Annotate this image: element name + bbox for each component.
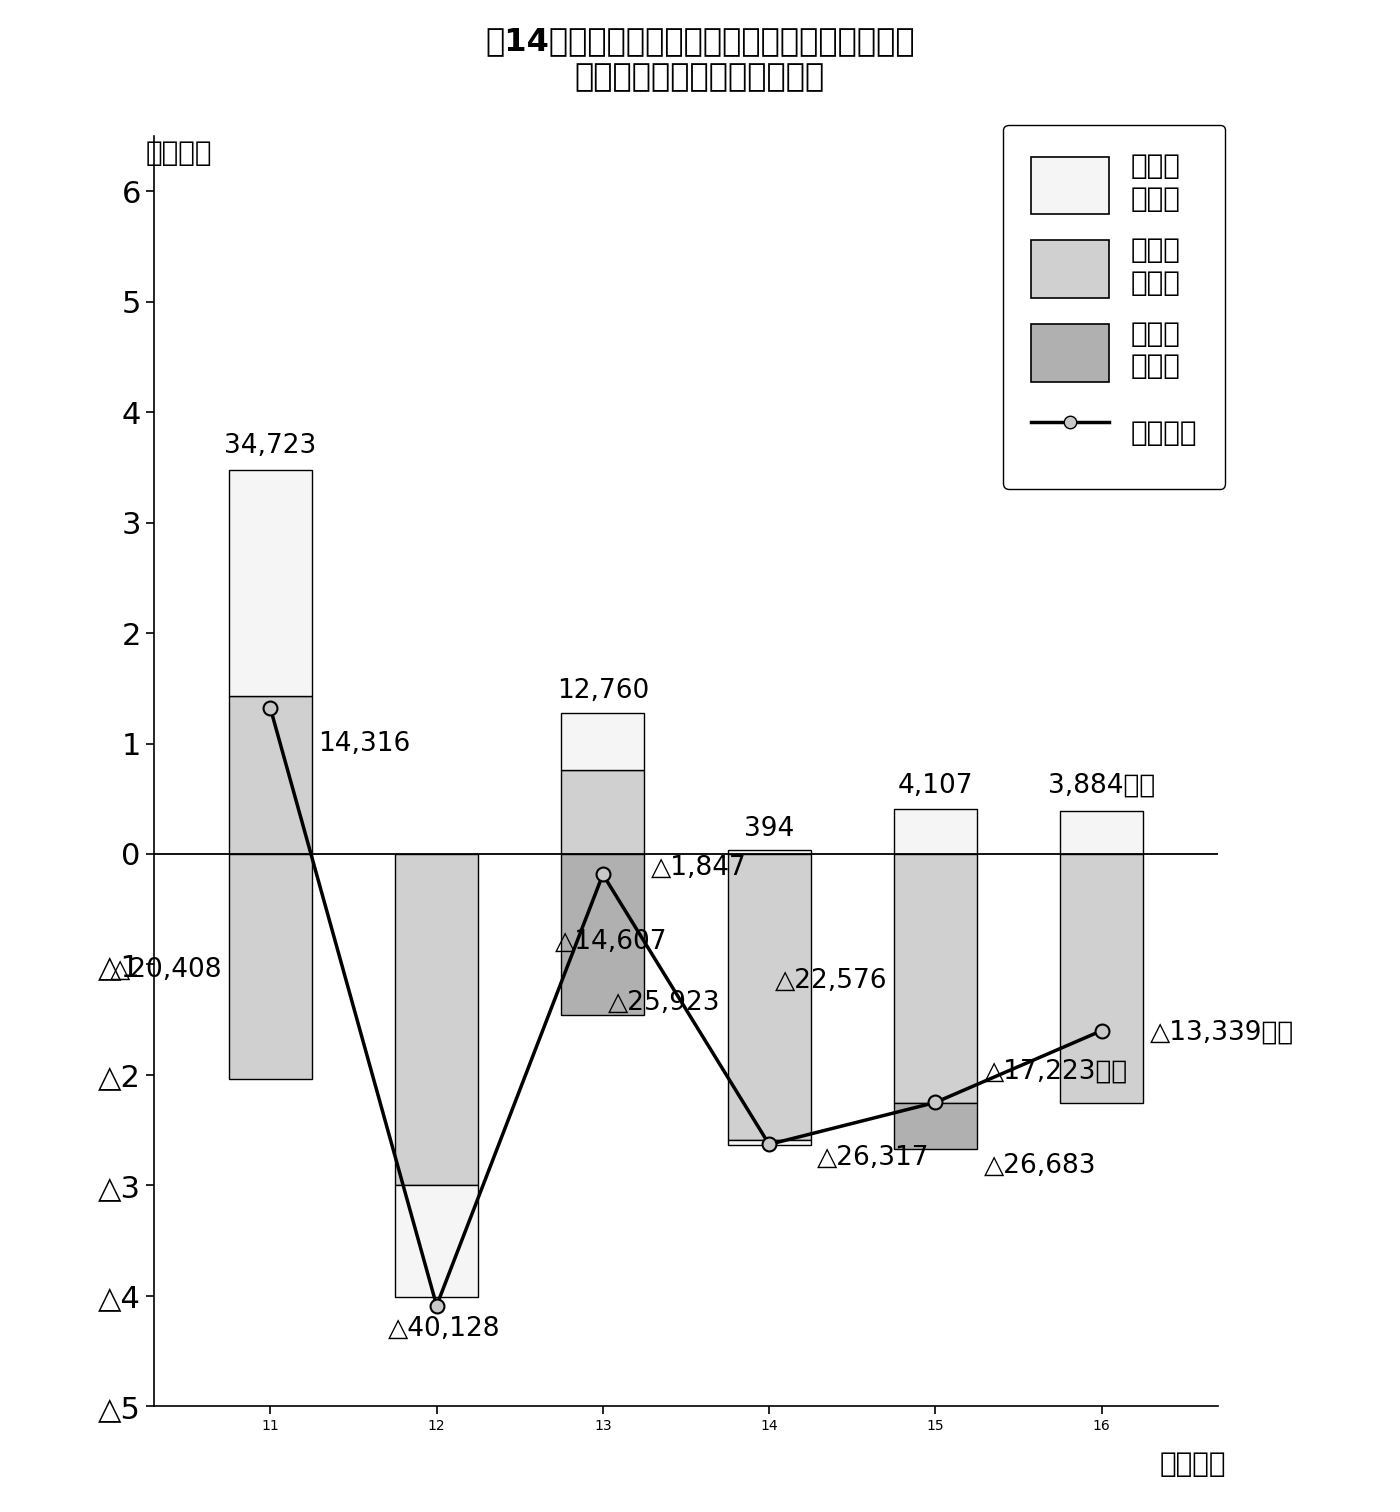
Bar bbox=[228, 696, 312, 854]
Bar bbox=[728, 1140, 811, 1145]
Bar bbox=[561, 770, 644, 854]
Text: △26,683: △26,683 bbox=[984, 1152, 1096, 1178]
Text: △1,847: △1,847 bbox=[651, 856, 746, 881]
Bar bbox=[893, 854, 977, 1104]
Bar bbox=[561, 854, 644, 1015]
Legend: その他
の経費, 義務的
経　費, 投資的
経　費, 純増減額: その他 の経費, 義務的 経 費, 投資的 経 費, 純増減額 bbox=[1004, 124, 1225, 488]
Text: 12,760: 12,760 bbox=[557, 677, 650, 703]
Text: △14,607: △14,607 bbox=[554, 930, 668, 956]
Text: 第14図　歳出決算増減額に占める義務的経費、: 第14図 歳出決算増減額に占める義務的経費、 bbox=[486, 26, 914, 57]
Bar bbox=[728, 850, 811, 854]
Bar bbox=[228, 854, 312, 1080]
Bar bbox=[395, 1185, 479, 1297]
Bar bbox=[395, 854, 479, 1185]
Text: （年度）: （年度） bbox=[1159, 1450, 1226, 1479]
Bar bbox=[1060, 810, 1144, 854]
Text: 3,884億円: 3,884億円 bbox=[1049, 773, 1155, 798]
Bar bbox=[228, 470, 312, 696]
Bar bbox=[561, 714, 644, 770]
Text: 34,723: 34,723 bbox=[224, 432, 316, 458]
Text: 投資的経費等の増減額の推移: 投資的経費等の増減額の推移 bbox=[575, 62, 825, 94]
Text: 394: 394 bbox=[743, 816, 794, 842]
Text: △17,223億円: △17,223億円 bbox=[984, 1058, 1128, 1084]
Text: △13,339億円: △13,339億円 bbox=[1149, 1021, 1294, 1046]
Text: 4,107: 4,107 bbox=[897, 773, 973, 798]
Bar bbox=[893, 809, 977, 854]
Bar bbox=[1060, 854, 1144, 1104]
Text: △20,408: △20,408 bbox=[109, 957, 223, 983]
Text: △25,923: △25,923 bbox=[609, 990, 721, 1016]
Text: △40,128: △40,128 bbox=[388, 1315, 501, 1341]
Text: △22,576: △22,576 bbox=[774, 968, 888, 993]
Text: （兆円）: （兆円） bbox=[146, 139, 213, 166]
Text: 14,316: 14,316 bbox=[319, 730, 410, 756]
Bar bbox=[728, 854, 811, 1140]
Bar bbox=[893, 1104, 977, 1149]
Text: △26,317: △26,317 bbox=[818, 1145, 930, 1170]
